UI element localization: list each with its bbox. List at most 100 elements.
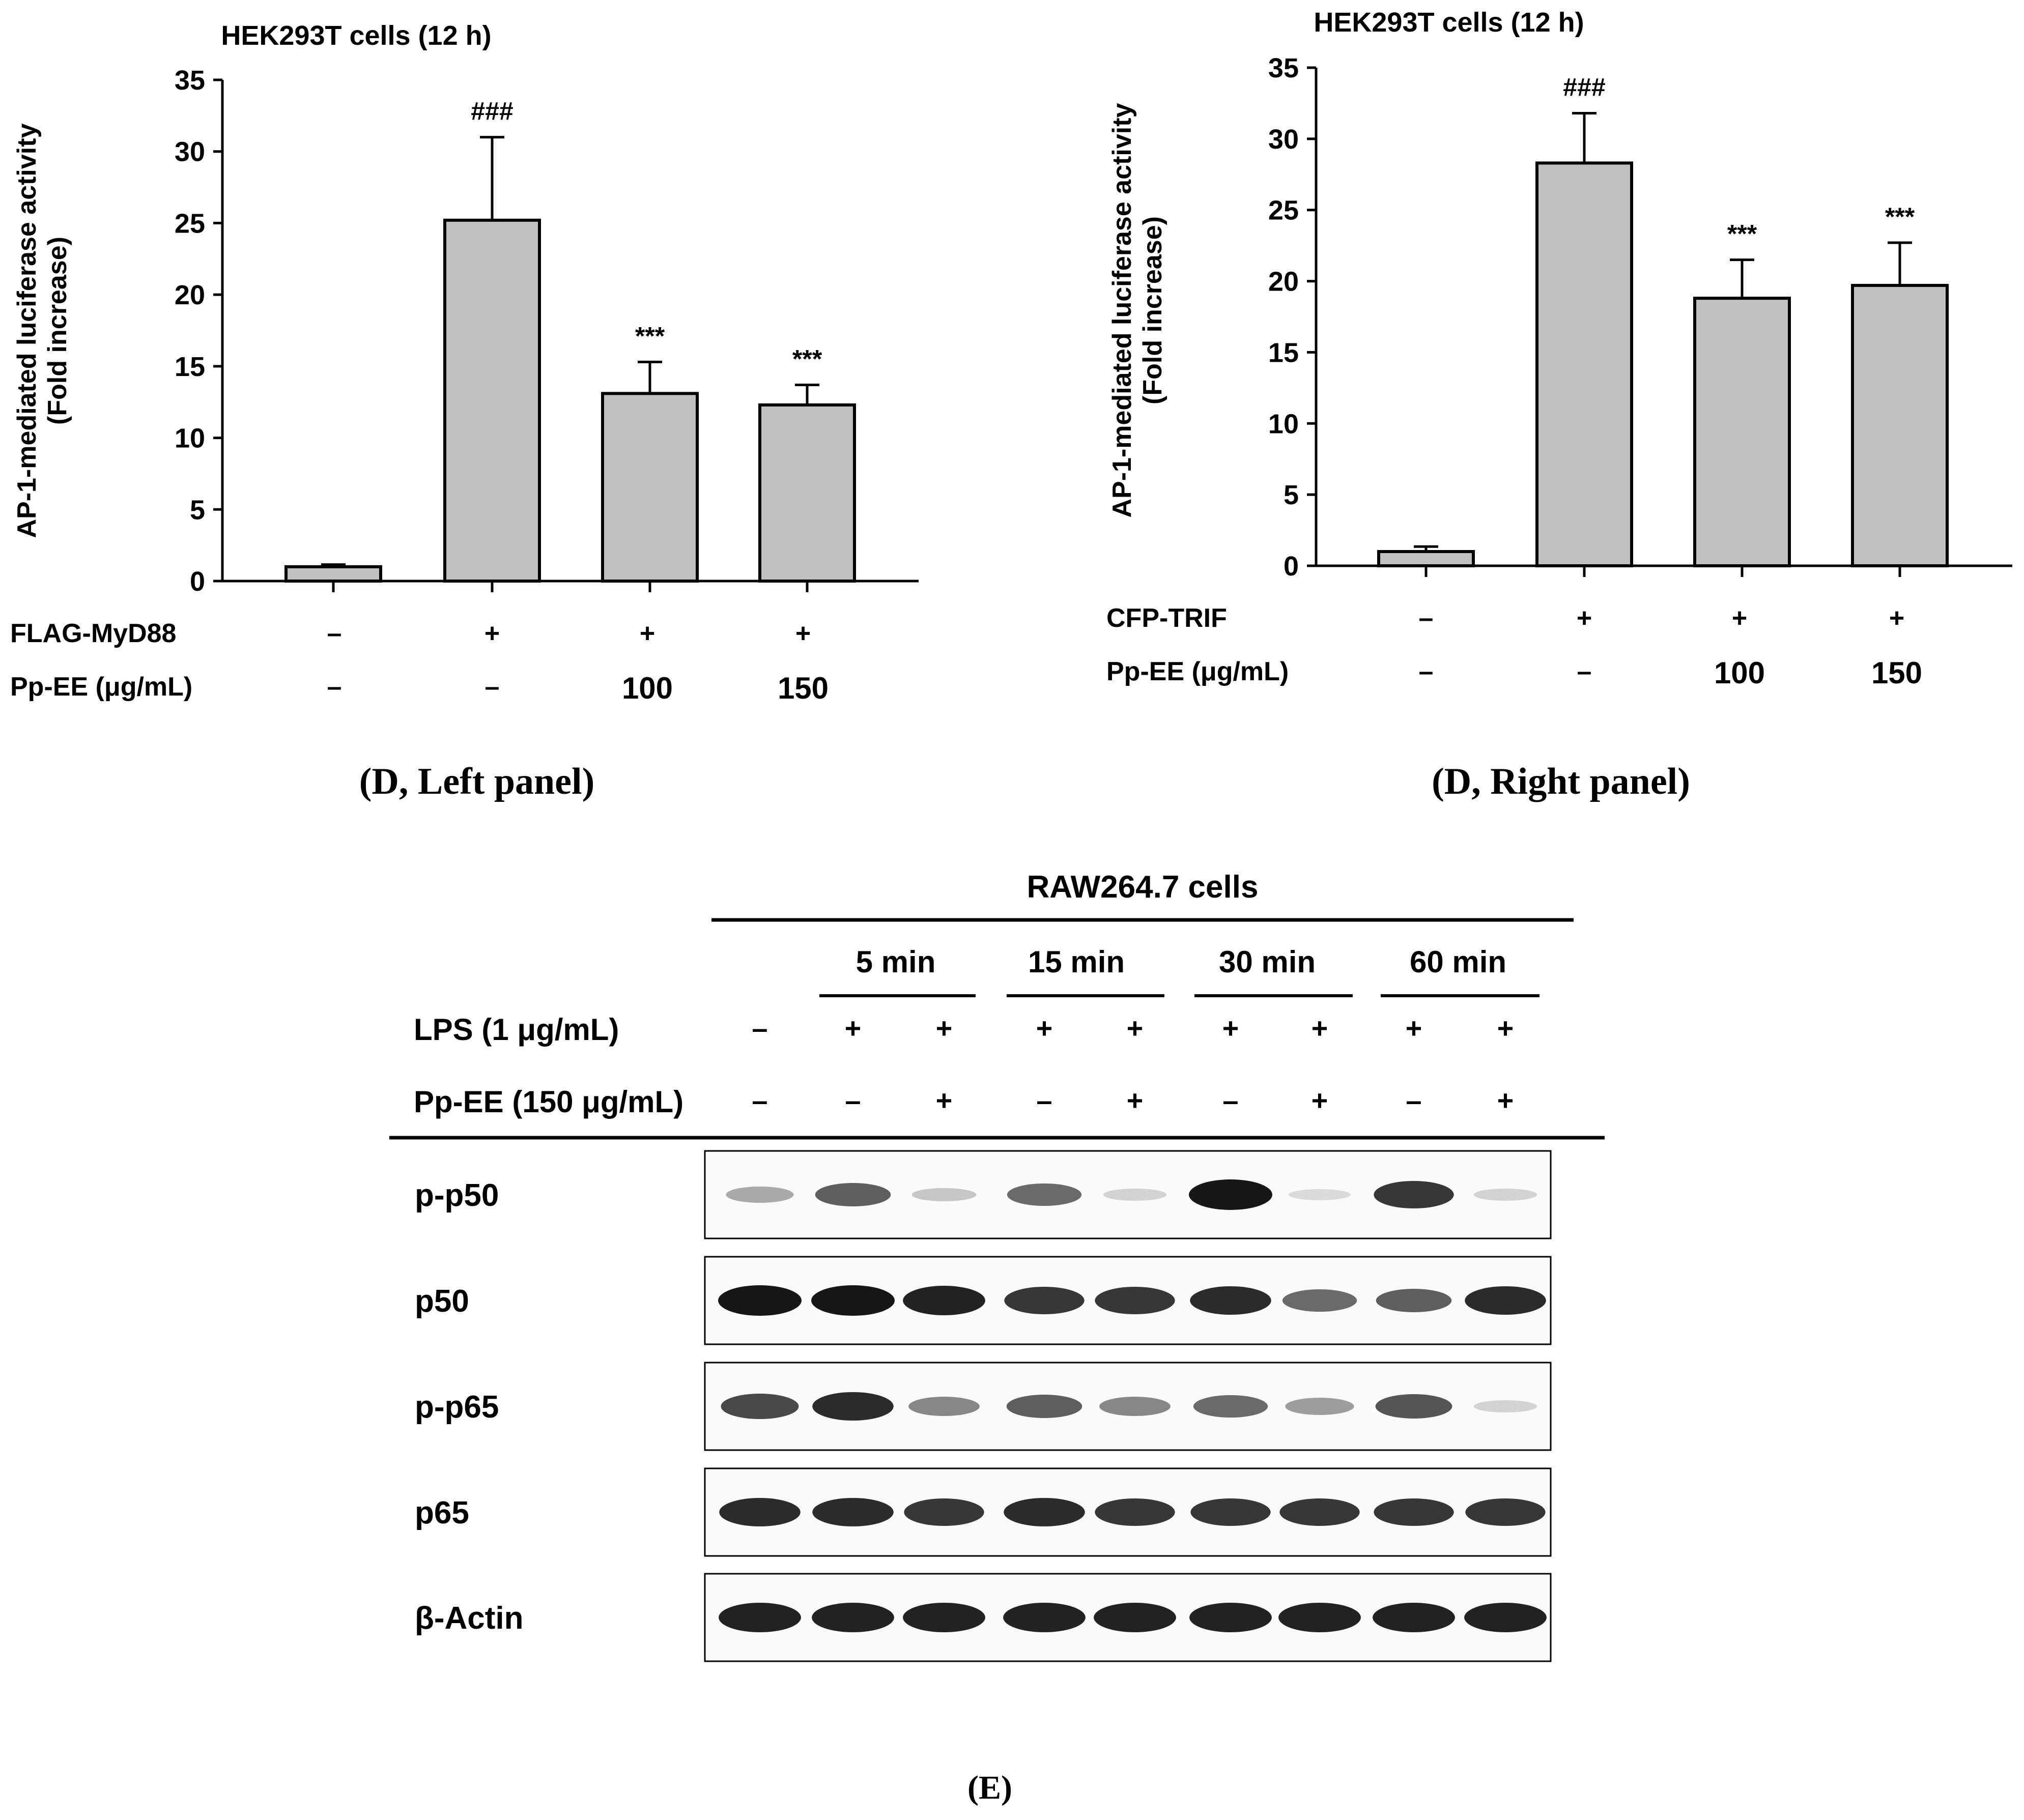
- significance-mark-2: ###: [471, 97, 513, 126]
- band-lane-7: [1278, 1603, 1361, 1632]
- significance-mark-4: ***: [792, 344, 822, 373]
- band-lane-9: [1465, 1286, 1546, 1315]
- band-lane-4: [1006, 1395, 1082, 1418]
- band-lane-8: [1374, 1498, 1454, 1526]
- y-axis-label: AP-1-mediated luciferase activity: [12, 123, 42, 538]
- condition-value: +: [1732, 603, 1747, 633]
- bar-chart-d-right: HEK293T cells (12 h) AP-1-mediated lucife…: [1106, 7, 2012, 802]
- band-lane-7: [1288, 1189, 1351, 1200]
- band-lane-7: [1282, 1289, 1357, 1312]
- treatment-value: +: [1312, 1084, 1328, 1116]
- blot-title: RAW264.7 cells: [1027, 870, 1259, 905]
- band-lane-9: [1465, 1498, 1546, 1526]
- band-lane-5: [1103, 1189, 1167, 1201]
- treatment-label-2: Pp-EE (150 μg/mL): [414, 1085, 683, 1119]
- bar-2: [1535, 161, 1633, 567]
- y-axis-label-line-2: (Fold increase): [43, 237, 72, 425]
- y-tick-label: 30: [1268, 124, 1299, 155]
- y-tick-label: 25: [1268, 195, 1299, 226]
- bar-chart-d-left: HEK293T cells (12 h) AP-1-mediated lucife…: [10, 20, 919, 802]
- condition-label-2: Pp-EE (μg/mL): [10, 672, 192, 702]
- condition-label-1: CFP-TRIF: [1106, 603, 1227, 633]
- condition-label-1: FLAG-MyD88: [10, 619, 176, 648]
- band-lane-3: [903, 1286, 985, 1315]
- treatment-value: +: [845, 1012, 862, 1044]
- bar-2: [443, 218, 541, 583]
- band-lane-6: [1189, 1179, 1272, 1210]
- y-axis-label-line-2: (Fold increase): [1138, 216, 1167, 405]
- panel-caption: (D, Right panel): [1432, 761, 1690, 802]
- condition-value: +: [640, 619, 655, 648]
- significance-mark-3: ***: [635, 322, 665, 350]
- condition-value: +: [1889, 603, 1904, 633]
- significance-mark-4: ***: [1885, 203, 1915, 231]
- y-tick-label: 15: [175, 352, 205, 382]
- y-tick-label: 35: [1268, 53, 1299, 83]
- condition-value: –: [1419, 603, 1434, 633]
- condition-value: 100: [1714, 656, 1765, 690]
- band-lane-4: [1007, 1183, 1082, 1206]
- bar-3: [1693, 297, 1791, 567]
- condition-value: –: [1577, 657, 1592, 686]
- band-lane-2: [812, 1498, 894, 1526]
- band-lane-2: [812, 1392, 894, 1421]
- western-blot-e: RAW264.7 cells 5 min 15 min 30 min 60 min LPS…: [389, 870, 1605, 1806]
- condition-value: –: [1419, 657, 1434, 686]
- bar-4: [758, 403, 856, 583]
- y-axis-label-line-1: AP-1-mediated luciferase activity: [12, 123, 42, 538]
- condition-label-2: Pp-EE (μg/mL): [1106, 657, 1289, 686]
- band-lane-5: [1095, 1498, 1175, 1526]
- treatment-value: –: [752, 1084, 767, 1116]
- blot-row-label-3: p-p65: [415, 1390, 499, 1425]
- band-lane-8: [1375, 1394, 1452, 1419]
- condition-value: –: [327, 619, 342, 648]
- condition-value: +: [1577, 603, 1592, 633]
- band-lane-1: [718, 1285, 802, 1316]
- timepoint-label-1: 5 min: [856, 945, 936, 979]
- condition-value: +: [484, 619, 500, 648]
- condition-value: 150: [778, 671, 829, 705]
- band-lane-8: [1376, 1289, 1452, 1312]
- treatment-value: –: [752, 1012, 767, 1044]
- band-lane-9: [1473, 1189, 1537, 1201]
- timepoint-label-4: 60 min: [1410, 945, 1506, 979]
- band-lane-2: [811, 1285, 895, 1316]
- y-tick-label: 15: [1268, 337, 1299, 368]
- y-tick-label: 0: [1284, 551, 1299, 582]
- band-lane-1: [721, 1394, 799, 1419]
- band-lane-3: [903, 1603, 985, 1632]
- band-lane-4: [1003, 1603, 1086, 1632]
- y-tick-label: 30: [175, 137, 205, 167]
- timepoint-label-2: 15 min: [1028, 945, 1125, 979]
- band-lane-3: [911, 1188, 977, 1201]
- band-lane-5: [1094, 1603, 1176, 1632]
- treatment-value: +: [1312, 1012, 1328, 1044]
- treatment-value: –: [1036, 1084, 1052, 1116]
- y-axis-label-line-1: AP-1-mediated luciferase activity: [1107, 103, 1137, 517]
- band-lane-1: [726, 1187, 794, 1203]
- blot-row-label-1: p-p50: [415, 1178, 499, 1213]
- panel-caption: (D, Left panel): [359, 761, 594, 802]
- bar-4: [1851, 283, 1949, 567]
- y-tick-label: 20: [1268, 267, 1299, 297]
- band-lane-5: [1095, 1287, 1175, 1314]
- y-axis-label-2: (Fold increase): [1138, 216, 1167, 405]
- treatment-value: –: [1406, 1084, 1421, 1116]
- treatment-value: +: [936, 1084, 953, 1116]
- band-lane-7: [1285, 1398, 1354, 1415]
- condition-value: –: [327, 672, 342, 702]
- band-lane-9: [1473, 1400, 1537, 1412]
- blot-row-label-2: p50: [415, 1284, 469, 1319]
- band-lane-1: [719, 1603, 801, 1632]
- y-tick-label: 5: [1284, 480, 1299, 510]
- chart-title: HEK293T cells (12 h): [1314, 7, 1584, 38]
- band-lane-6: [1189, 1603, 1272, 1632]
- treatment-value: +: [1127, 1012, 1144, 1044]
- treatment-value: +: [1497, 1084, 1514, 1116]
- band-lane-7: [1279, 1498, 1360, 1526]
- treatment-value: +: [1036, 1012, 1053, 1044]
- y-tick-label: 0: [190, 566, 205, 597]
- band-lane-6: [1190, 1498, 1271, 1526]
- condition-value: –: [485, 672, 500, 702]
- band-lane-3: [908, 1397, 980, 1416]
